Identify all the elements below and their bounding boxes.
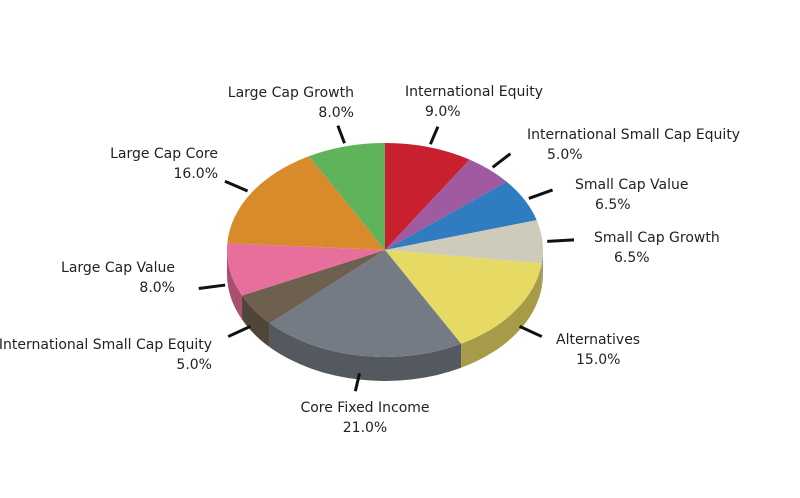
leader-line (547, 238, 575, 243)
value-label: 6.5% (614, 250, 650, 266)
slice (227, 156, 385, 250)
leader-line (227, 324, 252, 338)
slice (385, 143, 470, 250)
slice (385, 250, 542, 344)
slice-label: Core Fixed Income (300, 400, 429, 416)
slice-label: Small Cap Growth (594, 230, 720, 246)
value-label: 6.5% (595, 197, 631, 213)
leader-line (429, 126, 440, 145)
slice-label: International Small Cap Equity (527, 127, 740, 143)
slice-side (541, 250, 543, 288)
value-label: 8.0% (139, 280, 175, 296)
leader-line (336, 125, 346, 144)
slice-side (242, 295, 270, 348)
value-label: 5.0% (176, 357, 212, 373)
value-label: 8.0% (318, 105, 354, 121)
slice-label: Small Cap Value (575, 177, 688, 193)
slice-label: International Small Cap Equity (0, 337, 212, 353)
slice-label: Large Cap Value (61, 260, 175, 276)
slice-label: Large Cap Growth (228, 85, 354, 101)
slice (269, 250, 462, 357)
leader-line (224, 179, 249, 193)
leader-line (491, 152, 512, 169)
slice (308, 143, 385, 250)
slice (385, 181, 537, 250)
value-label: 21.0% (343, 420, 387, 436)
slice-side (269, 323, 462, 381)
slice (385, 159, 507, 250)
value-label: 5.0% (547, 147, 583, 163)
slice (385, 220, 543, 264)
value-label: 16.0% (174, 166, 218, 182)
slice-label: International Equity (405, 84, 543, 100)
value-label: 15.0% (576, 352, 620, 368)
leader-line (518, 324, 543, 338)
value-label: 9.0% (425, 104, 461, 120)
slice-side (461, 263, 542, 368)
slice-label: Large Cap Core (110, 146, 218, 162)
leader-line (528, 188, 554, 200)
leader-line (353, 372, 362, 392)
slice-label: Alternatives (556, 332, 640, 348)
slice (227, 243, 385, 296)
leader-line (198, 283, 226, 290)
slice (242, 250, 385, 324)
slice-side (227, 250, 243, 320)
